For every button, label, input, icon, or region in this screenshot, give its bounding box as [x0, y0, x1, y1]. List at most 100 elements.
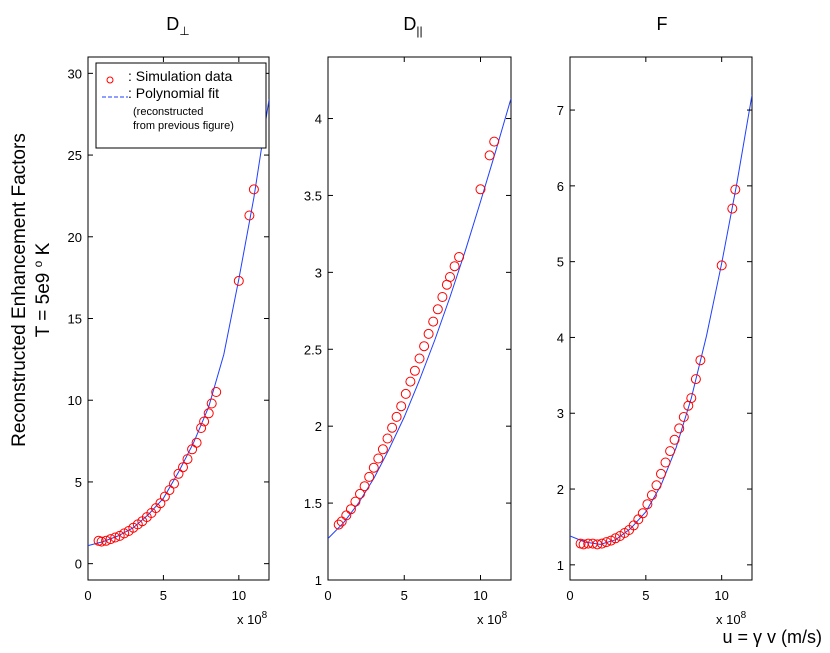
data-point [727, 203, 738, 214]
data-point [110, 532, 121, 543]
data-point [637, 508, 648, 519]
x-tick-label: 0 [84, 588, 91, 603]
data-point [651, 480, 662, 491]
data-point [601, 537, 612, 548]
data-point [248, 184, 259, 195]
fit-line [328, 98, 511, 539]
data-point [377, 444, 388, 455]
data-point [489, 136, 500, 147]
data-point [454, 252, 465, 262]
data-point [414, 353, 425, 364]
y-tick-label: 0 [75, 557, 82, 572]
data-point [368, 462, 379, 473]
y-tick-label: 3 [315, 265, 322, 280]
data-point [606, 535, 616, 546]
data-point [350, 496, 361, 507]
y-tick-label: 1 [557, 558, 564, 573]
y-tick-label: 2 [557, 482, 564, 497]
data-point [396, 401, 407, 412]
chart-title: D⊥ [166, 14, 189, 38]
data-point [364, 471, 375, 482]
y-tick-label: 7 [557, 103, 564, 118]
x-multiplier: x 108 [716, 610, 747, 627]
data-point [387, 422, 398, 433]
data-point [96, 536, 107, 547]
data-point [646, 490, 657, 501]
legend-note-line2: from previous figure) [133, 120, 234, 132]
data-point [101, 535, 112, 546]
x-tick-label: 5 [642, 588, 649, 603]
data-point [419, 341, 430, 352]
data-point [409, 365, 420, 376]
x-tick-label: 0 [566, 588, 573, 603]
data-point [355, 488, 365, 499]
data-point [656, 468, 666, 479]
data-point [484, 150, 495, 161]
data-point [178, 462, 188, 473]
data-point [169, 478, 179, 489]
panel-d-perp: 0 5 10 15 20 25 30 0 5 10 D⊥ x 108 : Simulation d… [68, 14, 270, 627]
plot-area: 1 1.5 2 2.5 3 3.5 4 0 5 10 [304, 57, 511, 603]
y-tick-label: 20 [68, 230, 82, 245]
data-point [432, 304, 443, 315]
x-tick-label: 10 [232, 588, 246, 603]
data-point [382, 433, 393, 444]
data-point [244, 210, 255, 221]
data-point [199, 416, 210, 427]
data-point [596, 538, 607, 549]
x-tick-label: 10 [714, 588, 728, 603]
data-point [428, 316, 439, 327]
data-point [345, 504, 356, 515]
data-point [400, 388, 411, 399]
data-point [333, 519, 344, 530]
data-point [437, 292, 448, 302]
data-point [690, 374, 701, 385]
panel-d-parallel: 1 1.5 2 2.5 3 3.5 4 0 5 10 D|| x 108 [304, 14, 512, 627]
x-tick-label: 5 [160, 588, 167, 603]
fit-line [88, 99, 269, 547]
legend-fit-label: : Polynomial fit [128, 85, 219, 101]
data-point [233, 275, 244, 286]
data-point [678, 412, 689, 422]
chart-title: D|| [403, 14, 422, 38]
y-tick-label: 1 [315, 573, 322, 588]
data-point [695, 355, 706, 366]
x-tick-label: 5 [401, 588, 408, 603]
y-tick-label: 10 [68, 393, 82, 408]
data-point [182, 454, 193, 465]
data-point [686, 393, 697, 404]
legend-note-line1: (reconstructed [133, 106, 203, 118]
data-point [674, 423, 685, 434]
x-multiplier: x 108 [237, 610, 268, 627]
legend-sim-label: : Simulation data [128, 68, 232, 84]
legend-box [95, 62, 267, 149]
chart-title: F [657, 14, 668, 34]
data-point [203, 408, 214, 419]
y-tick-label: 4 [315, 112, 322, 127]
y-tick-label: 4 [557, 330, 564, 345]
figure-xlabel: u = γ v (m/s) [722, 627, 822, 647]
x-tick-label: 10 [473, 588, 487, 603]
y-tick-label: 3.5 [304, 188, 322, 203]
y-tick-label: 2 [315, 419, 322, 434]
panel-f: 1 2 3 4 5 6 7 0 5 10 F x 108 [557, 14, 753, 627]
y-tick-label: 6 [557, 179, 564, 194]
y-tick-label: 1.5 [304, 496, 322, 511]
data-point [391, 411, 402, 422]
data-point [665, 446, 676, 457]
ylabel-line1: Reconstructed Enhancement Factors [9, 133, 30, 447]
plot-area: 1 2 3 4 5 6 7 0 5 10 [557, 57, 752, 603]
y-tick-label: 5 [75, 475, 82, 490]
data-point [475, 184, 486, 195]
data-point [449, 261, 460, 272]
data-point [716, 260, 727, 271]
data-point [105, 534, 116, 545]
data-point [373, 453, 384, 464]
data-point [610, 533, 621, 544]
data-point [191, 437, 202, 448]
y-tick-label: 3 [557, 406, 564, 421]
y-tick-label: 2.5 [304, 342, 322, 357]
data-point [669, 434, 680, 445]
legend-marker-points [106, 76, 114, 84]
